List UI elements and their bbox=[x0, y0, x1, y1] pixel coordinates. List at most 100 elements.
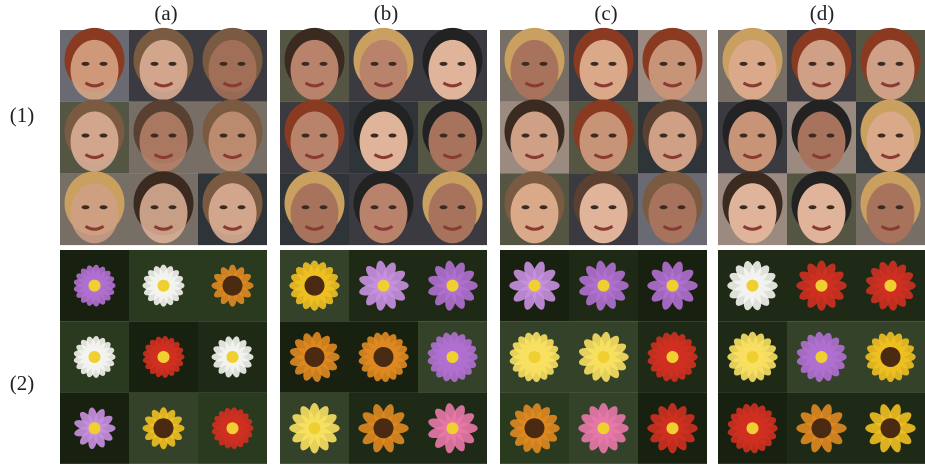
flower-center bbox=[158, 280, 170, 292]
face bbox=[511, 183, 559, 243]
face-image bbox=[418, 28, 487, 102]
face bbox=[798, 112, 846, 172]
eye bbox=[591, 134, 599, 138]
face bbox=[649, 40, 697, 100]
flower-image bbox=[60, 321, 129, 392]
face bbox=[798, 40, 846, 100]
eye bbox=[522, 62, 530, 66]
eye bbox=[660, 62, 668, 66]
eye bbox=[458, 134, 466, 138]
flower-image bbox=[129, 250, 198, 321]
eye bbox=[151, 134, 159, 138]
flower-center bbox=[374, 347, 394, 367]
flower-center bbox=[89, 422, 101, 434]
eye bbox=[809, 134, 817, 138]
face-image bbox=[198, 28, 267, 102]
eye bbox=[878, 134, 886, 138]
face bbox=[867, 183, 915, 243]
flower-center bbox=[598, 422, 610, 434]
face-image bbox=[500, 28, 569, 102]
eye bbox=[371, 62, 379, 66]
eye bbox=[522, 134, 530, 138]
eye bbox=[320, 205, 328, 209]
flower-image bbox=[638, 250, 707, 321]
eye bbox=[238, 205, 246, 209]
face-image bbox=[129, 28, 198, 102]
eye bbox=[82, 205, 90, 209]
flower-center bbox=[89, 351, 101, 363]
eye bbox=[302, 205, 310, 209]
face-image bbox=[198, 171, 267, 245]
flower-center bbox=[747, 422, 759, 434]
face-image bbox=[418, 171, 487, 245]
eye bbox=[896, 134, 904, 138]
flower-image bbox=[198, 250, 267, 321]
face bbox=[71, 112, 119, 172]
eye bbox=[220, 62, 228, 66]
eye bbox=[827, 205, 835, 209]
flower-image bbox=[500, 393, 569, 464]
flower-image bbox=[198, 321, 267, 392]
face bbox=[71, 183, 119, 243]
face bbox=[580, 112, 628, 172]
eye bbox=[458, 62, 466, 66]
eye bbox=[458, 205, 466, 209]
face-image bbox=[280, 100, 349, 174]
eye bbox=[302, 62, 310, 66]
face bbox=[649, 112, 697, 172]
eye bbox=[609, 134, 617, 138]
flower-center bbox=[747, 280, 759, 292]
face-image bbox=[349, 28, 418, 102]
page: (a) (b) (c) (d) (1) (2) (() => { const d… bbox=[0, 0, 925, 464]
flower-center bbox=[374, 418, 394, 438]
face-image bbox=[856, 100, 925, 174]
face-image bbox=[198, 100, 267, 174]
face bbox=[729, 112, 777, 172]
flower-center bbox=[447, 280, 459, 292]
flower-center bbox=[667, 351, 679, 363]
flower-image bbox=[569, 321, 638, 392]
eye bbox=[660, 134, 668, 138]
face-image bbox=[856, 28, 925, 102]
eye bbox=[389, 134, 397, 138]
flower-center bbox=[378, 280, 390, 292]
flower-image bbox=[569, 250, 638, 321]
face-image bbox=[718, 28, 787, 102]
eye bbox=[758, 205, 766, 209]
face bbox=[729, 183, 777, 243]
flower-image bbox=[500, 250, 569, 321]
face-image bbox=[718, 100, 787, 174]
row-label: (2) bbox=[10, 371, 35, 395]
flower-image bbox=[787, 393, 856, 464]
eye bbox=[302, 134, 310, 138]
eye bbox=[151, 205, 159, 209]
eye bbox=[169, 62, 177, 66]
eye bbox=[320, 134, 328, 138]
face-image bbox=[60, 28, 129, 102]
eye bbox=[660, 205, 668, 209]
eye bbox=[169, 205, 177, 209]
flower-center bbox=[154, 418, 174, 438]
flower-image bbox=[60, 250, 129, 321]
flower-center bbox=[227, 351, 239, 363]
face bbox=[649, 183, 697, 243]
face-image bbox=[856, 171, 925, 245]
eye bbox=[878, 62, 886, 66]
face-image bbox=[349, 171, 418, 245]
face bbox=[580, 40, 628, 100]
column-label: (b) bbox=[374, 1, 399, 25]
eye bbox=[371, 134, 379, 138]
eye bbox=[540, 205, 548, 209]
eye bbox=[82, 134, 90, 138]
flower-image bbox=[418, 250, 487, 321]
eye bbox=[678, 134, 686, 138]
eye bbox=[238, 62, 246, 66]
eye bbox=[389, 205, 397, 209]
flower-image bbox=[418, 321, 487, 392]
flower-image bbox=[856, 321, 925, 392]
face-image bbox=[569, 100, 638, 174]
eye bbox=[678, 62, 686, 66]
flower-image bbox=[349, 250, 418, 321]
flower-center bbox=[529, 280, 541, 292]
flower-center bbox=[881, 347, 901, 367]
